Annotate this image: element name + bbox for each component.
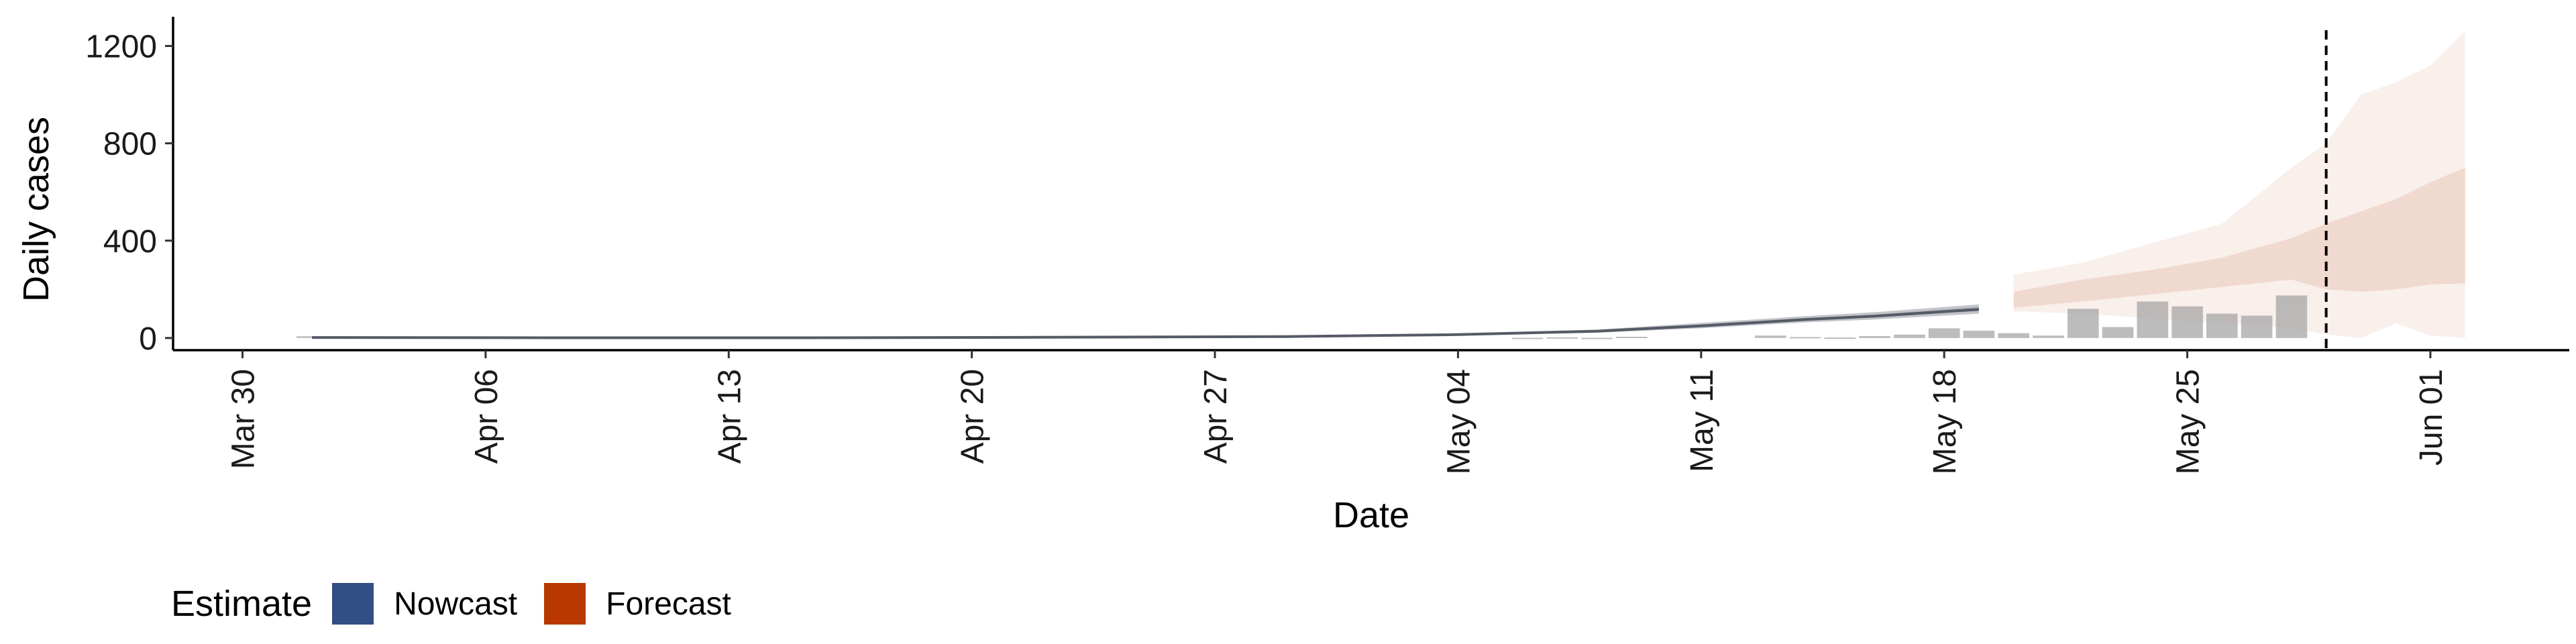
legend-title: Estimate	[171, 584, 313, 624]
reported-case-bar	[1755, 335, 1786, 338]
reported-case-bar	[2137, 301, 2169, 338]
reported-case-bar	[2102, 327, 2134, 338]
y-tick-labels: 0 400 800 1200	[85, 30, 157, 357]
reported-cases-bars	[296, 295, 2308, 339]
x-tick-label: May 25	[2171, 369, 2206, 474]
x-axis-label: Date	[1333, 495, 1409, 535]
reported-case-bar	[2275, 295, 2308, 338]
axes	[165, 17, 2569, 358]
y-axis-label: Daily cases	[16, 117, 56, 302]
x-tick-label: Apr 06	[469, 369, 504, 464]
x-tick-label: Apr 27	[1198, 369, 1234, 464]
x-tick-label: May 18	[1927, 369, 1963, 474]
reported-case-bar	[296, 336, 328, 338]
forecast-band-90	[2013, 31, 2465, 338]
y-tick-label: 0	[139, 321, 157, 357]
y-tick-label: 400	[103, 224, 157, 260]
reported-case-bar	[1789, 337, 1821, 339]
legend-item-nowcast: Nowcast	[332, 583, 517, 625]
forecast-bands	[2013, 31, 2465, 338]
reported-case-bar	[2171, 306, 2203, 338]
x-tick-label: Apr 20	[955, 369, 991, 464]
legend-label-nowcast: Nowcast	[394, 586, 518, 622]
reported-case-bar	[2241, 315, 2273, 338]
reported-case-bar	[1511, 337, 1544, 339]
reported-case-bar	[1963, 331, 1995, 338]
x-tick-label: Mar 30	[226, 369, 262, 469]
reported-case-bar	[1581, 337, 1613, 339]
chart: Mar 30 Apr 06 Apr 13 Apr 20 Apr 27 May 04 May …	[16, 17, 2569, 535]
reported-case-bar	[1928, 328, 1960, 338]
reported-case-bar	[1894, 334, 1925, 338]
reported-case-bar	[2068, 309, 2099, 338]
reported-case-bar	[1998, 333, 2029, 338]
x-tick-label: Apr 13	[712, 369, 747, 464]
reported-case-bar	[1824, 337, 1856, 339]
reported-case-bar	[1616, 337, 1648, 338]
reported-case-bar	[1859, 336, 1890, 338]
legend: Estimate Nowcast Forecast	[171, 577, 758, 631]
legend-item-forecast: Forecast	[544, 583, 731, 625]
legend-key-nowcast	[332, 583, 374, 625]
y-tick-label: 800	[103, 127, 157, 162]
nowcast-bands	[312, 304, 1980, 339]
legend-key-forecast	[544, 583, 586, 625]
reported-case-bar	[2206, 313, 2238, 338]
nowcast-band-90	[312, 304, 1979, 338]
reported-case-bar	[1546, 337, 1578, 339]
x-tick-label: May 04	[1441, 369, 1477, 474]
x-tick-labels: Mar 30 Apr 06 Apr 13 Apr 20 Apr 27 May 04 May …	[226, 369, 2449, 474]
x-tick-label: May 11	[1684, 369, 1720, 472]
y-tick-label: 1200	[85, 30, 157, 65]
forecast-band-50	[2013, 167, 2465, 308]
reported-case-bar	[2033, 335, 2064, 338]
legend-label-forecast: Forecast	[606, 586, 731, 622]
nowcast-median-line	[312, 308, 1980, 339]
x-tick-label: Jun 01	[2414, 369, 2449, 466]
